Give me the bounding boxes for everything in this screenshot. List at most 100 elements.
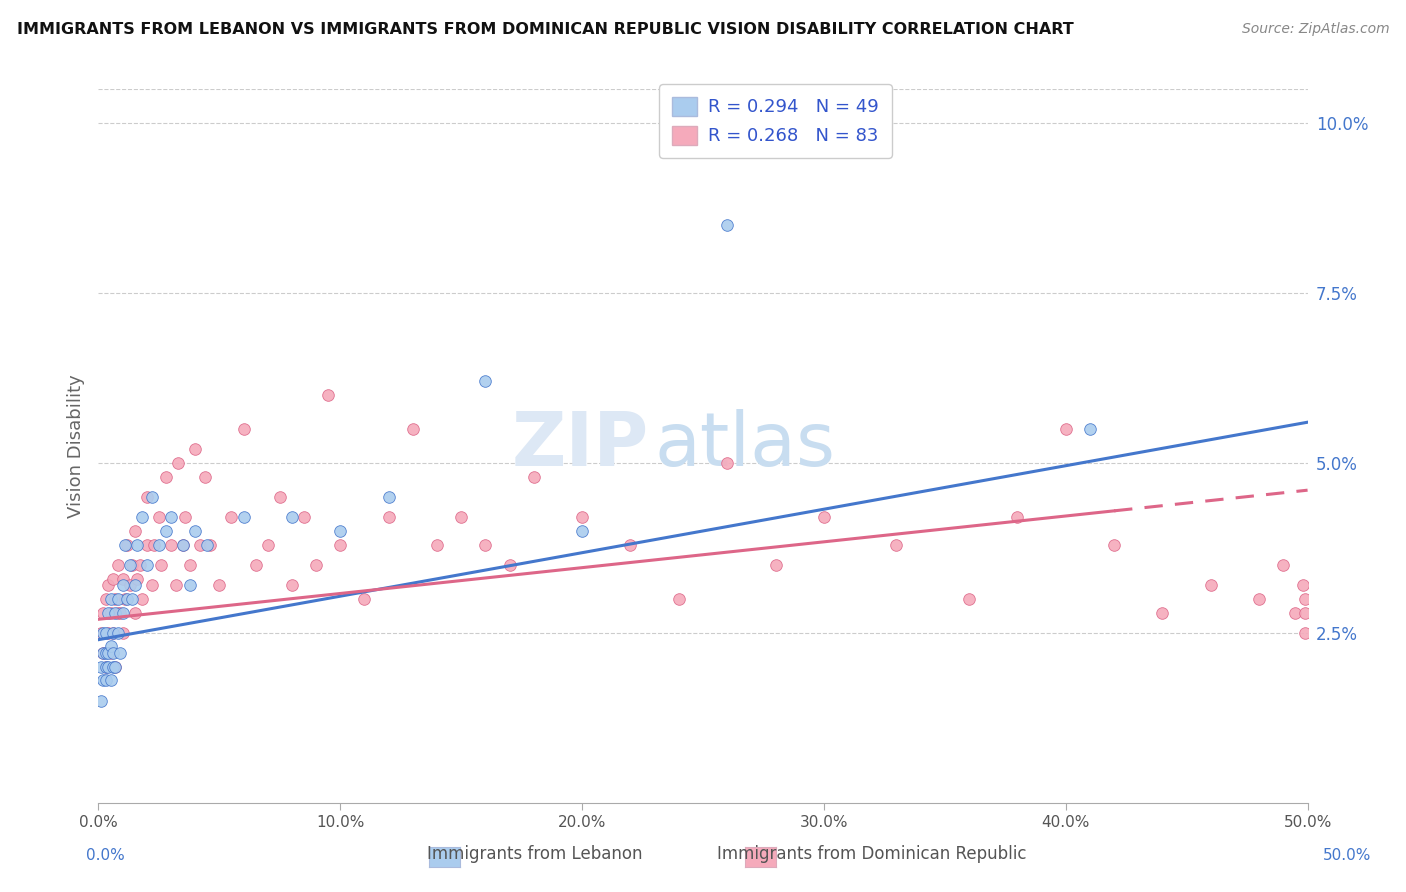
Point xyxy=(292,510,315,524)
Point xyxy=(111,578,134,592)
Point xyxy=(1199,578,1222,592)
Point xyxy=(329,537,352,551)
Point xyxy=(127,537,149,551)
Point xyxy=(114,591,136,606)
Point xyxy=(155,469,177,483)
Point xyxy=(124,606,146,620)
Point xyxy=(90,694,112,708)
Point xyxy=(172,537,194,551)
Point xyxy=(94,673,117,688)
Point xyxy=(131,510,153,524)
Point xyxy=(281,510,304,524)
Point xyxy=(179,558,201,572)
Point xyxy=(94,660,117,674)
Text: Source: ZipAtlas.com: Source: ZipAtlas.com xyxy=(1241,22,1389,37)
Point xyxy=(668,591,690,606)
Point xyxy=(108,606,131,620)
Point xyxy=(91,673,114,688)
Point xyxy=(135,558,157,572)
Point xyxy=(172,537,194,551)
Point xyxy=(886,537,908,551)
Y-axis label: Vision Disability: Vision Disability xyxy=(66,374,84,518)
Point xyxy=(377,490,399,504)
Point xyxy=(91,646,114,660)
Point xyxy=(107,626,129,640)
Point xyxy=(353,591,375,606)
Point xyxy=(184,524,207,538)
Point xyxy=(426,537,449,551)
Point xyxy=(245,558,267,572)
Point xyxy=(957,591,980,606)
Point xyxy=(155,524,177,538)
Point xyxy=(765,558,787,572)
Point xyxy=(167,456,190,470)
Point xyxy=(100,646,122,660)
Point xyxy=(131,591,153,606)
Point xyxy=(107,591,129,606)
Point xyxy=(104,660,127,674)
Point xyxy=(377,510,399,524)
Text: IMMIGRANTS FROM LEBANON VS IMMIGRANTS FROM DOMINICAN REPUBLIC VISION DISABILITY : IMMIGRANTS FROM LEBANON VS IMMIGRANTS FR… xyxy=(17,22,1074,37)
Point xyxy=(619,537,641,551)
Point xyxy=(101,572,124,586)
Point xyxy=(117,537,139,551)
Point xyxy=(135,537,157,551)
Point xyxy=(97,578,120,592)
Point xyxy=(128,558,150,572)
Point xyxy=(111,626,134,640)
Point xyxy=(100,591,122,606)
Point xyxy=(97,626,120,640)
Point xyxy=(1292,578,1315,592)
Point xyxy=(194,469,217,483)
Point xyxy=(117,591,139,606)
Point xyxy=(571,510,593,524)
Point xyxy=(91,626,114,640)
Point xyxy=(121,558,143,572)
Point xyxy=(104,591,127,606)
Point xyxy=(402,422,425,436)
Point xyxy=(1078,422,1101,436)
Point xyxy=(305,558,328,572)
Point xyxy=(256,537,278,551)
Point xyxy=(1249,591,1271,606)
Text: 0.0%: 0.0% xyxy=(86,848,125,863)
Point xyxy=(523,469,546,483)
Point xyxy=(143,537,166,551)
Point xyxy=(118,558,141,572)
Point xyxy=(97,646,120,660)
Point xyxy=(1102,537,1125,551)
Point xyxy=(101,646,124,660)
Point xyxy=(184,442,207,457)
Point xyxy=(94,626,117,640)
Point xyxy=(150,558,173,572)
Text: ZIP: ZIP xyxy=(512,409,648,483)
Point xyxy=(232,510,254,524)
Point xyxy=(135,490,157,504)
Point xyxy=(94,660,117,674)
Point xyxy=(316,388,339,402)
Point xyxy=(100,673,122,688)
Point xyxy=(90,660,112,674)
Point xyxy=(108,646,131,660)
Point xyxy=(148,510,170,524)
Point xyxy=(188,537,211,551)
Point xyxy=(127,572,149,586)
Point xyxy=(124,578,146,592)
Point xyxy=(1294,591,1316,606)
Point xyxy=(195,537,218,551)
Point xyxy=(91,646,114,660)
Point xyxy=(90,626,112,640)
Point xyxy=(118,578,141,592)
Point xyxy=(91,606,114,620)
Point xyxy=(148,537,170,551)
Point xyxy=(474,537,496,551)
Point xyxy=(329,524,352,538)
Point xyxy=(101,626,124,640)
Point xyxy=(165,578,187,592)
Point xyxy=(94,646,117,660)
Text: Immigrants from Dominican Republic: Immigrants from Dominican Republic xyxy=(717,846,1026,863)
Point xyxy=(208,578,231,592)
Point xyxy=(1007,510,1029,524)
Point xyxy=(174,510,197,524)
Point xyxy=(100,606,122,620)
